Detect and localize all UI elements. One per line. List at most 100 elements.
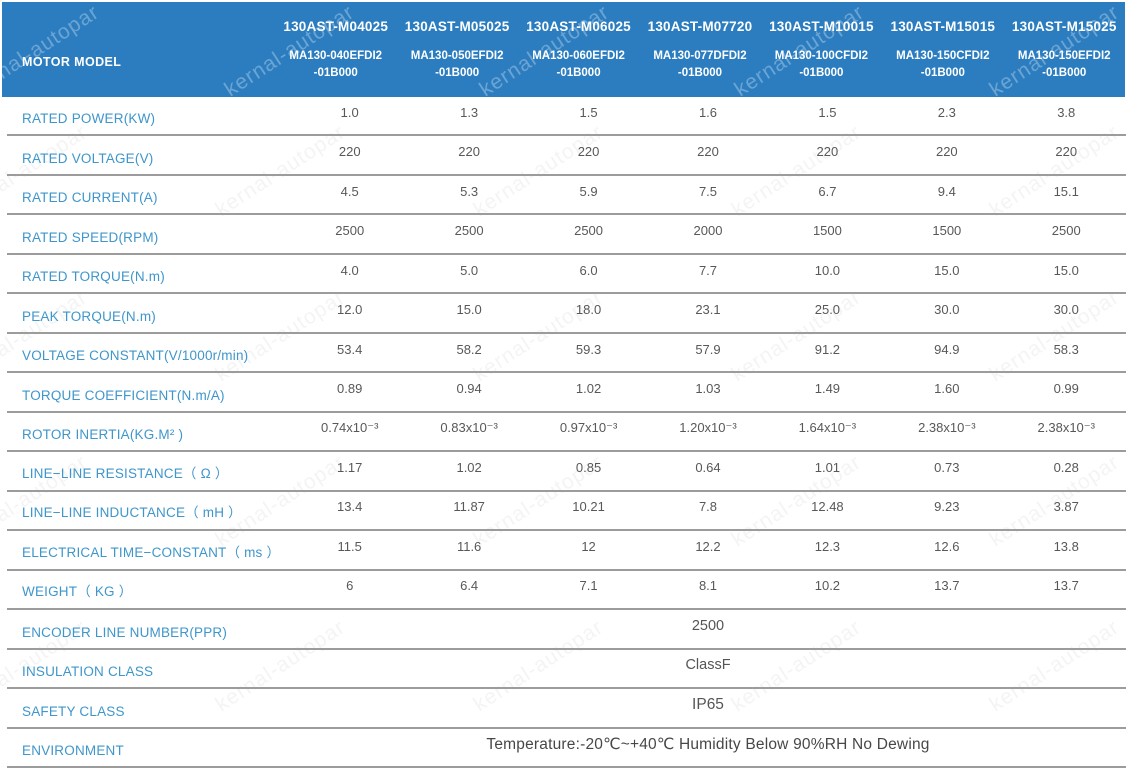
row-label: RATED VOLTAGE(V) [22, 150, 154, 166]
model-number: 130AST-M07720 [647, 19, 753, 34]
model-number: 130AST-M15015 [890, 19, 996, 34]
spec-value-cell: 12.3 [814, 538, 841, 554]
spec-value-cell: 5.9 [579, 183, 598, 199]
spec-value-cell: 0.83x10⁻³ [440, 419, 498, 435]
spec-value-cell: 58.3 [1053, 341, 1079, 357]
spec-value-cell: 12.2 [695, 538, 721, 554]
model-part-number: MA130-060EFDI2 -01B000 [518, 34, 639, 83]
model-part-number-line1: MA130-077DFDI2 [653, 50, 747, 62]
spec-value-cell: 0.74x10⁻³ [320, 419, 379, 435]
spec-value-cell: 2500 [335, 223, 365, 239]
spec-value-cell: 12.0 [337, 302, 363, 318]
model-part-number-line1: MA130-050EFDI2 [410, 50, 504, 62]
spec-value-cell: 1.02 [456, 459, 482, 475]
spec-value-cell: 11.5 [337, 538, 362, 554]
row-label: TORQUE COEFFICIENT(N.m/A) [22, 387, 225, 403]
header-columns: 130AST-M04025 MA130-040EFDI2 -01B000 130AST… [275, 2, 1125, 97]
spec-value-cell: 1.49 [814, 381, 841, 397]
spec-value-cell: 53.4 [337, 341, 363, 357]
row-label: ELECTRICAL TIME−CONSTANT（ ms ） [22, 544, 281, 560]
model-part-number: MA130-050EFDI2 -01B000 [396, 34, 517, 83]
spec-value-cell: 12.48 [811, 499, 844, 515]
spec-value-cell: 1.6 [698, 104, 718, 120]
spec-value-cell: 220 [577, 144, 600, 160]
row-label: RATED SPEED(RPM) [22, 229, 159, 245]
spec-value-cell: 23.1 [695, 302, 721, 318]
table-row: RATED CURRENT(A) 4.5 5.3 5.9 7.5 6.7 9.4 15.1 [7, 176, 1126, 216]
spec-value-cell: 1.5 [579, 104, 598, 120]
spec-value-cell: 0.28 [1053, 459, 1079, 475]
row-label: RATED CURRENT(A) [22, 190, 158, 206]
spec-value-cell: 9.4 [937, 183, 956, 199]
spec-value-cell: 0.85 [575, 459, 602, 475]
spec-value-cell: 0.94 [456, 381, 482, 397]
spec-value-cell: 15.0 [1053, 262, 1079, 278]
spec-value-cell: 94.9 [934, 341, 960, 357]
model-part-number-line2: -01B000 [313, 67, 358, 80]
row-label: RATED POWER(KW) [22, 111, 156, 127]
model-part-number: MA130-040EFDI2 -01B000 [275, 34, 396, 83]
row-label: WEIGHT（ KG ） [22, 584, 133, 600]
model-part-number-line2: -01B000 [920, 67, 965, 80]
model-part-number-line1: MA130-150EFDI2 [1017, 50, 1111, 62]
spec-value-cell: 15.0 [456, 302, 482, 318]
table-row: PEAK TORQUE(N.m) 12.0 15.0 18.0 23.1 25.0 30.0… [7, 294, 1126, 334]
spec-value-cell: 58.2 [456, 341, 482, 357]
model-part-number-line2: -01B000 [1042, 67, 1087, 80]
spec-value-cell: 1.17 [337, 459, 363, 475]
table-row: RATED VOLTAGE(V) 220 220 220 220 220 220 220 [7, 136, 1126, 176]
spec-value-cell: 220 [816, 144, 839, 160]
spec-value-cell: 5.3 [460, 183, 479, 199]
spec-value-cell: 30.0 [1053, 302, 1079, 318]
spec-span-cell: ClassF [685, 657, 731, 674]
spec-value-cell: 2000 [693, 223, 723, 239]
header-column: 130AST-M04025 MA130-040EFDI2 -01B000 [275, 2, 396, 97]
spec-value-cell: 2500 [1051, 223, 1081, 239]
spec-value-cell: 3.8 [1057, 104, 1076, 120]
table-row: RATED TORQUE(N.m) 4.0 5.0 6.0 7.7 10.0 15.0 15.… [7, 255, 1126, 295]
spec-value-cell: 1500 [932, 223, 962, 239]
model-number: 130AST-M04025 [283, 19, 389, 34]
row-label: ROTOR INERTIA(KG.M² ) [22, 427, 184, 443]
spec-value-cell: 11.6 [456, 538, 482, 554]
spec-value-cell: 91.2 [814, 341, 841, 357]
model-part-number: MA130-150CFDI2 -01B000 [882, 34, 1003, 83]
spec-value-cell: 13.7 [934, 578, 960, 594]
model-part-number: MA130-150EFDI2 -01B000 [1004, 34, 1125, 83]
spec-value-cell: 1.03 [695, 381, 721, 397]
header-column: 130AST-M06025 MA130-060EFDI2 -01B000 [518, 2, 639, 97]
spec-value-cell: 10.21 [572, 499, 605, 515]
model-part-number: MA130-077DFDI2 -01B000 [639, 34, 760, 83]
spec-value-cell: 2500 [454, 223, 484, 239]
spec-value-cell: 4.5 [340, 183, 359, 199]
spec-value-cell: 7.5 [698, 183, 718, 199]
table-row: SAFETY CLASS IP65 [7, 689, 1126, 729]
table-row: ENVIRONMENT Temperature:-20℃~+40℃ Humidit… [7, 729, 1126, 768]
table-row: LINE−LINE RESISTANCE（ Ω ） 1.17 1.02 0.85 0.6… [7, 452, 1126, 492]
spec-value-cell: 25.0 [814, 302, 841, 318]
spec-value-cell: 1.3 [460, 104, 479, 120]
header-column: 130AST-M10015 MA130-100CFDI2 -01B000 [761, 2, 882, 97]
table-row: RATED POWER(KW) 1.0 1.3 1.5 1.6 1.5 2.3 3.8 [7, 97, 1126, 137]
spec-value-cell: 1500 [812, 223, 842, 239]
row-label: SAFETY CLASS [22, 703, 125, 719]
spec-value-cell: 8.1 [698, 578, 718, 594]
model-part-number: MA130-100CFDI2 -01B000 [761, 34, 882, 83]
table-row: LINE−LINE INDUCTANCE（ mH ） 13.4 11.87 10.21… [7, 492, 1126, 532]
row-label: RATED TORQUE(N.m) [22, 269, 165, 285]
model-part-number-line2: -01B000 [556, 67, 601, 80]
row-label: ENCODER LINE NUMBER(PPR) [22, 624, 228, 640]
spec-value-cell: 15.0 [934, 262, 960, 278]
model-part-number-line2: -01B000 [435, 67, 480, 80]
spec-value-cell: 2.38x10⁻³ [1037, 419, 1095, 435]
spec-value-cell: 10.0 [814, 262, 841, 278]
spec-span-cell: 2500 [691, 617, 725, 634]
spec-value-cell: 2.3 [937, 104, 956, 120]
model-part-number-line1: MA130-040EFDI2 [289, 50, 383, 62]
model-part-number-line1: MA130-060EFDI2 [532, 50, 625, 62]
spec-value-cell: 5.0 [460, 262, 479, 278]
spec-value-cell: 9.23 [934, 499, 960, 515]
spec-value-cell: 1.01 [814, 459, 841, 475]
row-label: LINE−LINE INDUCTANCE（ mH ） [22, 505, 242, 521]
spec-value-cell: 11.87 [453, 499, 485, 515]
